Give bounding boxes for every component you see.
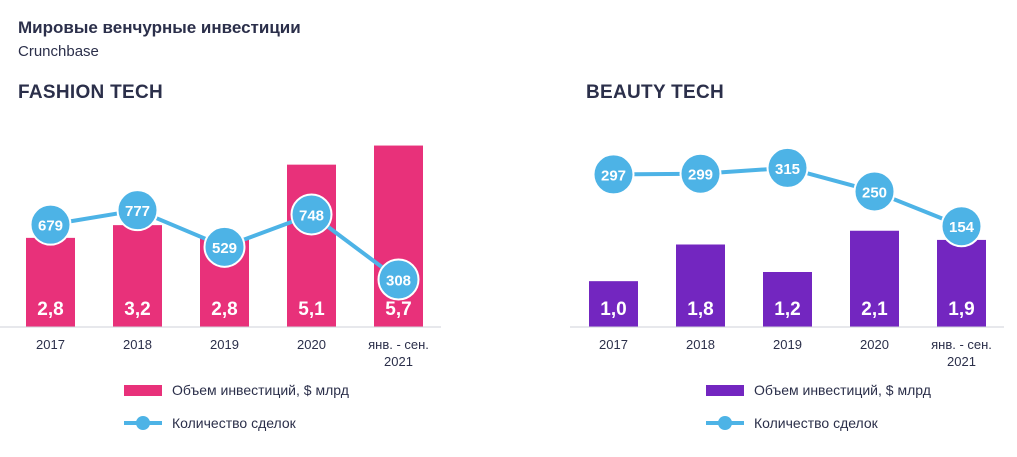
legend-item-deals: Количество сделок — [706, 413, 931, 433]
legend-label-volume: Объем инвестиций, $ млрд — [172, 382, 349, 398]
bar-4 — [937, 239, 986, 327]
fashion-tech-title: FASHION TECH — [18, 82, 164, 103]
deals-point-0 — [592, 153, 635, 196]
deals-label-4: 308 — [386, 272, 411, 289]
bar-value-label-3: 5,1 — [298, 299, 325, 320]
bar-value-label-0: 2,8 — [37, 299, 63, 320]
legend-item-deals: Количество сделок — [124, 413, 349, 433]
bar-value-label-2: 1,2 — [774, 299, 800, 320]
legend-item-volume: Объем инвестиций, $ млрд — [124, 380, 349, 400]
deals-label-0: 297 — [601, 167, 626, 184]
deals-point-4 — [377, 258, 420, 301]
legend-item-volume: Объем инвестиций, $ млрд — [706, 380, 931, 400]
volume-swatch — [706, 384, 744, 396]
deals-point-2 — [203, 225, 246, 268]
category-label-4-line1: 2021 — [947, 354, 976, 369]
volume-swatch — [124, 384, 162, 396]
bar-value-label-1: 3,2 — [124, 299, 150, 320]
deals-label-3: 748 — [299, 207, 324, 224]
deals-point-2 — [766, 146, 809, 189]
deals-point-1 — [679, 152, 722, 195]
bar-value-label-3: 2,1 — [861, 299, 888, 320]
category-label-4-line1: 2021 — [384, 354, 413, 369]
page-title: Мировые венчурные инвестиции — [18, 18, 301, 37]
deals-label-1: 299 — [688, 167, 713, 184]
category-label-3: 2020 — [297, 337, 326, 352]
bar-0 — [589, 281, 638, 327]
beauty-tech-chart: 1,0 1,8 1,2 2,1 1,9 297 299 315 250 154 2017 2018 20… — [570, 146, 1004, 369]
fashion-tech-legend: Объем инвестиций, $ млрд Количество сдел… — [124, 380, 349, 446]
fashion-tech-chart: 2,8 3,2 2,8 5,1 5,7 679 777 529 748 308 2017 2018 20… — [0, 145, 441, 369]
category-label-2: 2019 — [773, 337, 802, 352]
category-label-2: 2019 — [210, 337, 239, 352]
deals-label-0: 679 — [38, 218, 63, 235]
deals-point-3 — [290, 193, 333, 236]
deals-label-1: 777 — [125, 203, 150, 220]
deals-label-2: 315 — [775, 161, 800, 178]
category-label-3: 2020 — [860, 337, 889, 352]
beauty-tech-title: BEAUTY TECH — [586, 82, 725, 103]
category-label-1: 2018 — [123, 337, 152, 352]
deals-point-4 — [940, 205, 983, 248]
bar-0 — [26, 237, 75, 327]
deals-point-3 — [853, 170, 896, 213]
category-label-4: янв. - сен. — [368, 337, 429, 352]
bar-value-label-4: 5,7 — [385, 299, 411, 320]
category-label-4: янв. - сен. — [931, 337, 992, 352]
bar-1 — [113, 225, 162, 327]
bar-value-label-4: 1,9 — [948, 299, 974, 320]
bar-value-label-1: 1,8 — [687, 299, 713, 320]
deals-line-swatch — [706, 416, 744, 430]
legend-label-volume: Объем инвестиций, $ млрд — [754, 382, 931, 398]
bar-1 — [676, 244, 725, 327]
bar-2 — [763, 272, 812, 327]
beauty-tech-legend: Объем инвестиций, $ млрд Количество сдел… — [706, 380, 931, 446]
deals-label-2: 529 — [212, 240, 237, 257]
deals-point-0 — [29, 203, 72, 246]
bar-3 — [287, 164, 336, 327]
bar-value-label-0: 1,0 — [600, 299, 626, 320]
bar-3 — [850, 230, 899, 327]
category-label-0: 2017 — [36, 337, 65, 352]
category-label-0: 2017 — [599, 337, 628, 352]
category-label-1: 2018 — [686, 337, 715, 352]
deals-label-4: 154 — [949, 219, 975, 236]
legend-label-deals: Количество сделок — [172, 415, 296, 431]
page-source: Crunchbase — [18, 43, 99, 60]
deals-point-1 — [116, 189, 159, 232]
deals-label-3: 250 — [862, 184, 887, 201]
deals-line-swatch — [124, 416, 162, 430]
legend-label-deals: Количество сделок — [754, 415, 878, 431]
bar-value-label-2: 2,8 — [211, 299, 237, 320]
